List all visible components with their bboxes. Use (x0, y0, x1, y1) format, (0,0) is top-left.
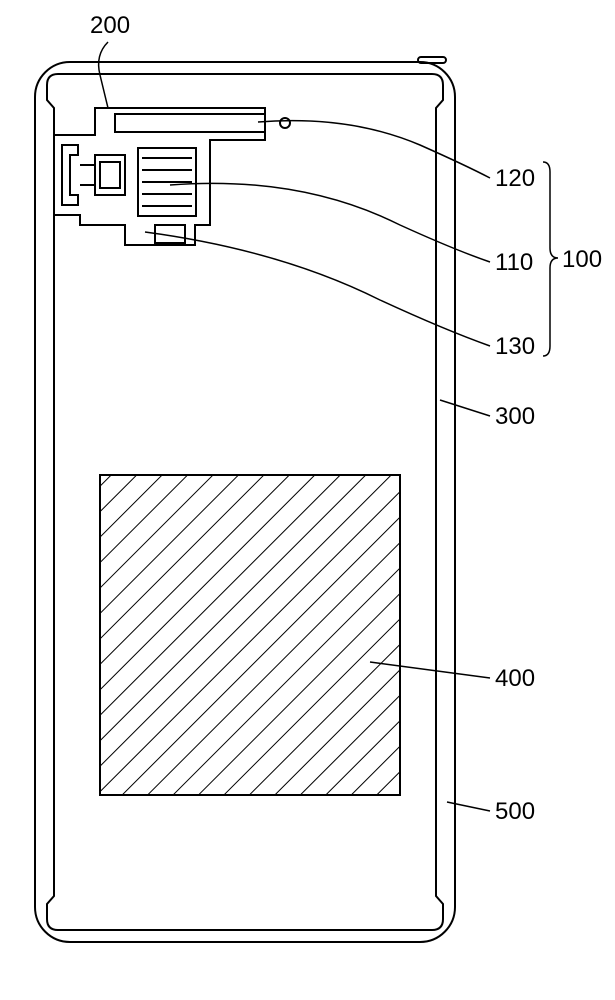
label-300: 300 (495, 403, 535, 431)
brace-100 (543, 162, 558, 356)
power-button (418, 57, 446, 63)
label-120: 120 (495, 165, 535, 193)
component-110 (138, 148, 196, 216)
label-100: 100 (562, 246, 602, 274)
technical-diagram (0, 0, 615, 1000)
label-200: 200 (90, 12, 130, 40)
label-130: 130 (495, 333, 535, 361)
side-connector-assembly (54, 108, 265, 245)
hatched-region-400 (100, 475, 400, 795)
sensor-dot (280, 118, 290, 128)
label-400: 400 (495, 665, 535, 693)
component-200 (115, 114, 265, 132)
label-500: 500 (495, 798, 535, 826)
label-110: 110 (495, 249, 533, 277)
